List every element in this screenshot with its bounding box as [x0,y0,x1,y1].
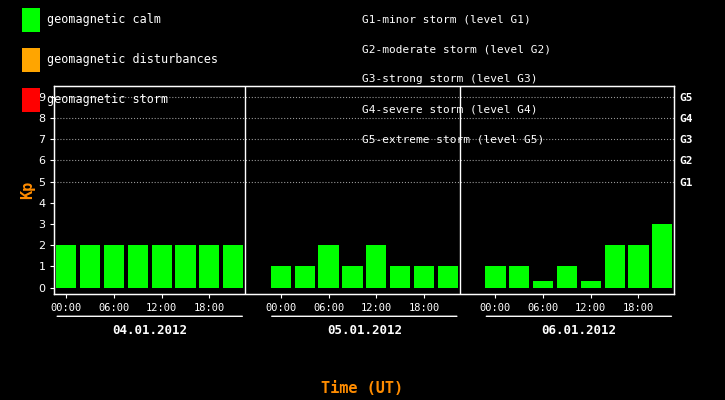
Bar [605,245,625,288]
Text: G5-extreme storm (level G5): G5-extreme storm (level G5) [362,134,544,144]
Bar [438,266,458,288]
Bar [318,245,339,288]
Bar [581,281,601,288]
Text: 06.01.2012: 06.01.2012 [542,324,616,337]
Bar [56,245,76,288]
Bar [533,281,553,288]
Bar [366,245,386,288]
Text: G4-severe storm (level G4): G4-severe storm (level G4) [362,104,538,114]
Bar [223,245,244,288]
Text: 04.01.2012: 04.01.2012 [112,324,187,337]
Bar [270,266,291,288]
Text: G1-minor storm (level G1): G1-minor storm (level G1) [362,14,531,24]
Text: geomagnetic storm: geomagnetic storm [47,94,168,106]
Bar [414,266,434,288]
Y-axis label: Kp: Kp [20,181,36,199]
Bar [152,245,172,288]
Bar [652,224,673,288]
Text: Time (UT): Time (UT) [321,381,404,396]
Text: geomagnetic disturbances: geomagnetic disturbances [47,54,218,66]
Bar [509,266,529,288]
Bar [629,245,649,288]
Text: 05.01.2012: 05.01.2012 [327,324,402,337]
Bar [128,245,148,288]
Bar [294,266,315,288]
Bar [199,245,220,288]
Bar [390,266,410,288]
Bar [175,245,196,288]
Bar [557,266,577,288]
Bar [342,266,362,288]
Bar [485,266,505,288]
Bar [104,245,124,288]
Text: G2-moderate storm (level G2): G2-moderate storm (level G2) [362,44,552,54]
Text: G3-strong storm (level G3): G3-strong storm (level G3) [362,74,538,84]
Text: geomagnetic calm: geomagnetic calm [47,14,161,26]
Bar [80,245,100,288]
